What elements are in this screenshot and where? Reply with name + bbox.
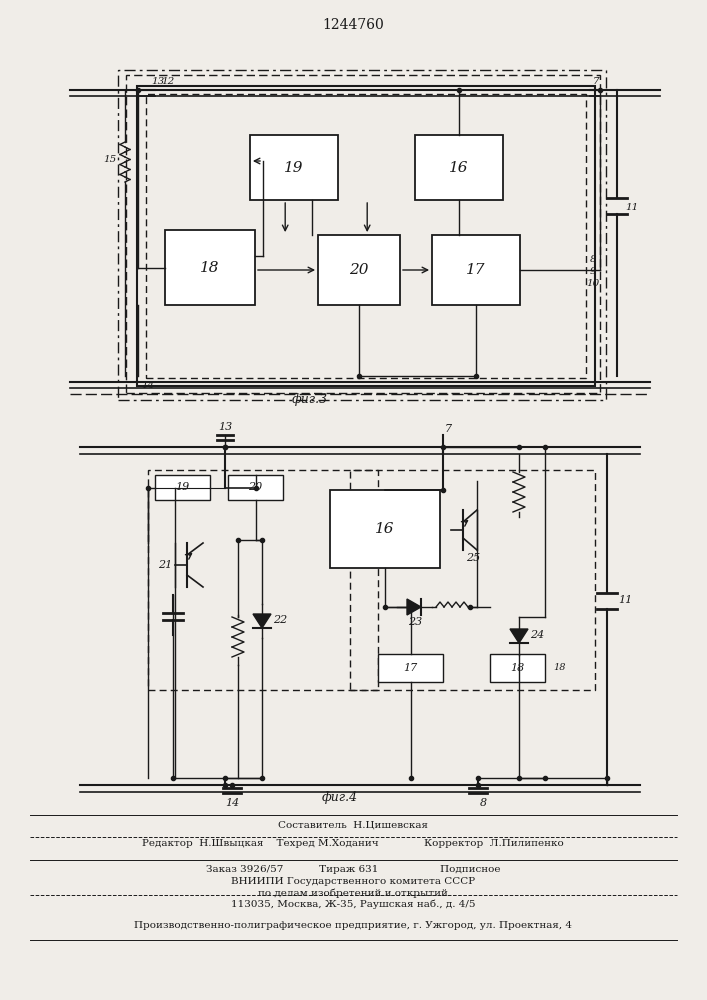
Text: фиг.4: фиг.4 <box>322 792 358 804</box>
Bar <box>330 490 440 568</box>
Bar <box>155 475 210 500</box>
Text: 7: 7 <box>445 424 452 434</box>
Text: 15: 15 <box>103 155 117 164</box>
Text: 20: 20 <box>248 483 262 492</box>
Text: 19: 19 <box>175 483 189 492</box>
Text: по делам изобретений и открытий: по делам изобретений и открытий <box>258 888 448 898</box>
Bar <box>490 654 545 682</box>
Text: 8: 8 <box>590 255 596 264</box>
Polygon shape <box>407 599 421 615</box>
Text: 23: 23 <box>408 617 422 627</box>
Text: Редактор  Н.Швыцкая    Техред М.Ходанич              Корректор  Л.Пилипенко: Редактор Н.Швыцкая Техред М.Ходанич Корр… <box>142 838 564 848</box>
Text: 12: 12 <box>161 78 175 87</box>
Bar <box>432 235 520 305</box>
Text: 14: 14 <box>141 381 155 390</box>
Bar <box>250 135 338 200</box>
Text: Составитель  Н.Цишевская: Составитель Н.Цишевская <box>278 820 428 830</box>
Text: 16: 16 <box>449 160 469 174</box>
Bar <box>148 470 378 690</box>
Text: 8: 8 <box>479 798 486 808</box>
Polygon shape <box>253 614 271 628</box>
Text: 22: 22 <box>273 615 287 625</box>
Text: 13: 13 <box>218 422 232 432</box>
Text: 7: 7 <box>592 78 600 87</box>
Text: 9: 9 <box>590 267 596 276</box>
Text: 10: 10 <box>586 279 600 288</box>
Text: 21: 21 <box>158 560 172 570</box>
Text: 20: 20 <box>349 263 369 277</box>
Bar <box>415 135 503 200</box>
Text: 13: 13 <box>151 78 165 87</box>
Text: 11: 11 <box>626 204 638 213</box>
Text: 25: 25 <box>466 553 480 563</box>
Text: 24: 24 <box>530 630 544 640</box>
Text: Заказ 3926/57           Тираж 631                   Подписное: Заказ 3926/57 Тираж 631 Подписное <box>206 865 501 874</box>
Text: 11: 11 <box>618 595 632 605</box>
Bar <box>146 94 586 378</box>
Text: 19: 19 <box>284 160 304 174</box>
Bar <box>137 86 595 386</box>
Text: фиг.3: фиг.3 <box>292 393 328 406</box>
Bar <box>378 654 443 682</box>
Text: 113035, Москва, Ж-35, Раушская наб., д. 4/5: 113035, Москва, Ж-35, Раушская наб., д. … <box>230 899 475 909</box>
Text: 18: 18 <box>554 664 566 672</box>
Bar <box>118 70 606 400</box>
Text: 14: 14 <box>225 798 239 808</box>
Text: 17: 17 <box>404 663 418 673</box>
Bar <box>318 235 400 305</box>
Text: Производственно-полиграфическое предприятие, г. Ужгород, ул. Проектная, 4: Производственно-полиграфическое предприя… <box>134 920 572 930</box>
Text: 1244760: 1244760 <box>322 18 384 32</box>
Text: 18: 18 <box>200 260 220 274</box>
Text: 18: 18 <box>510 663 525 673</box>
Polygon shape <box>510 629 528 643</box>
Bar <box>350 470 595 690</box>
Text: 16: 16 <box>375 522 395 536</box>
Text: ВНИИПИ Государственного комитета СССР: ВНИИПИ Государственного комитета СССР <box>231 878 475 886</box>
Bar <box>126 75 600 393</box>
Bar <box>228 475 283 500</box>
Text: 17: 17 <box>466 263 486 277</box>
Bar <box>165 230 255 305</box>
